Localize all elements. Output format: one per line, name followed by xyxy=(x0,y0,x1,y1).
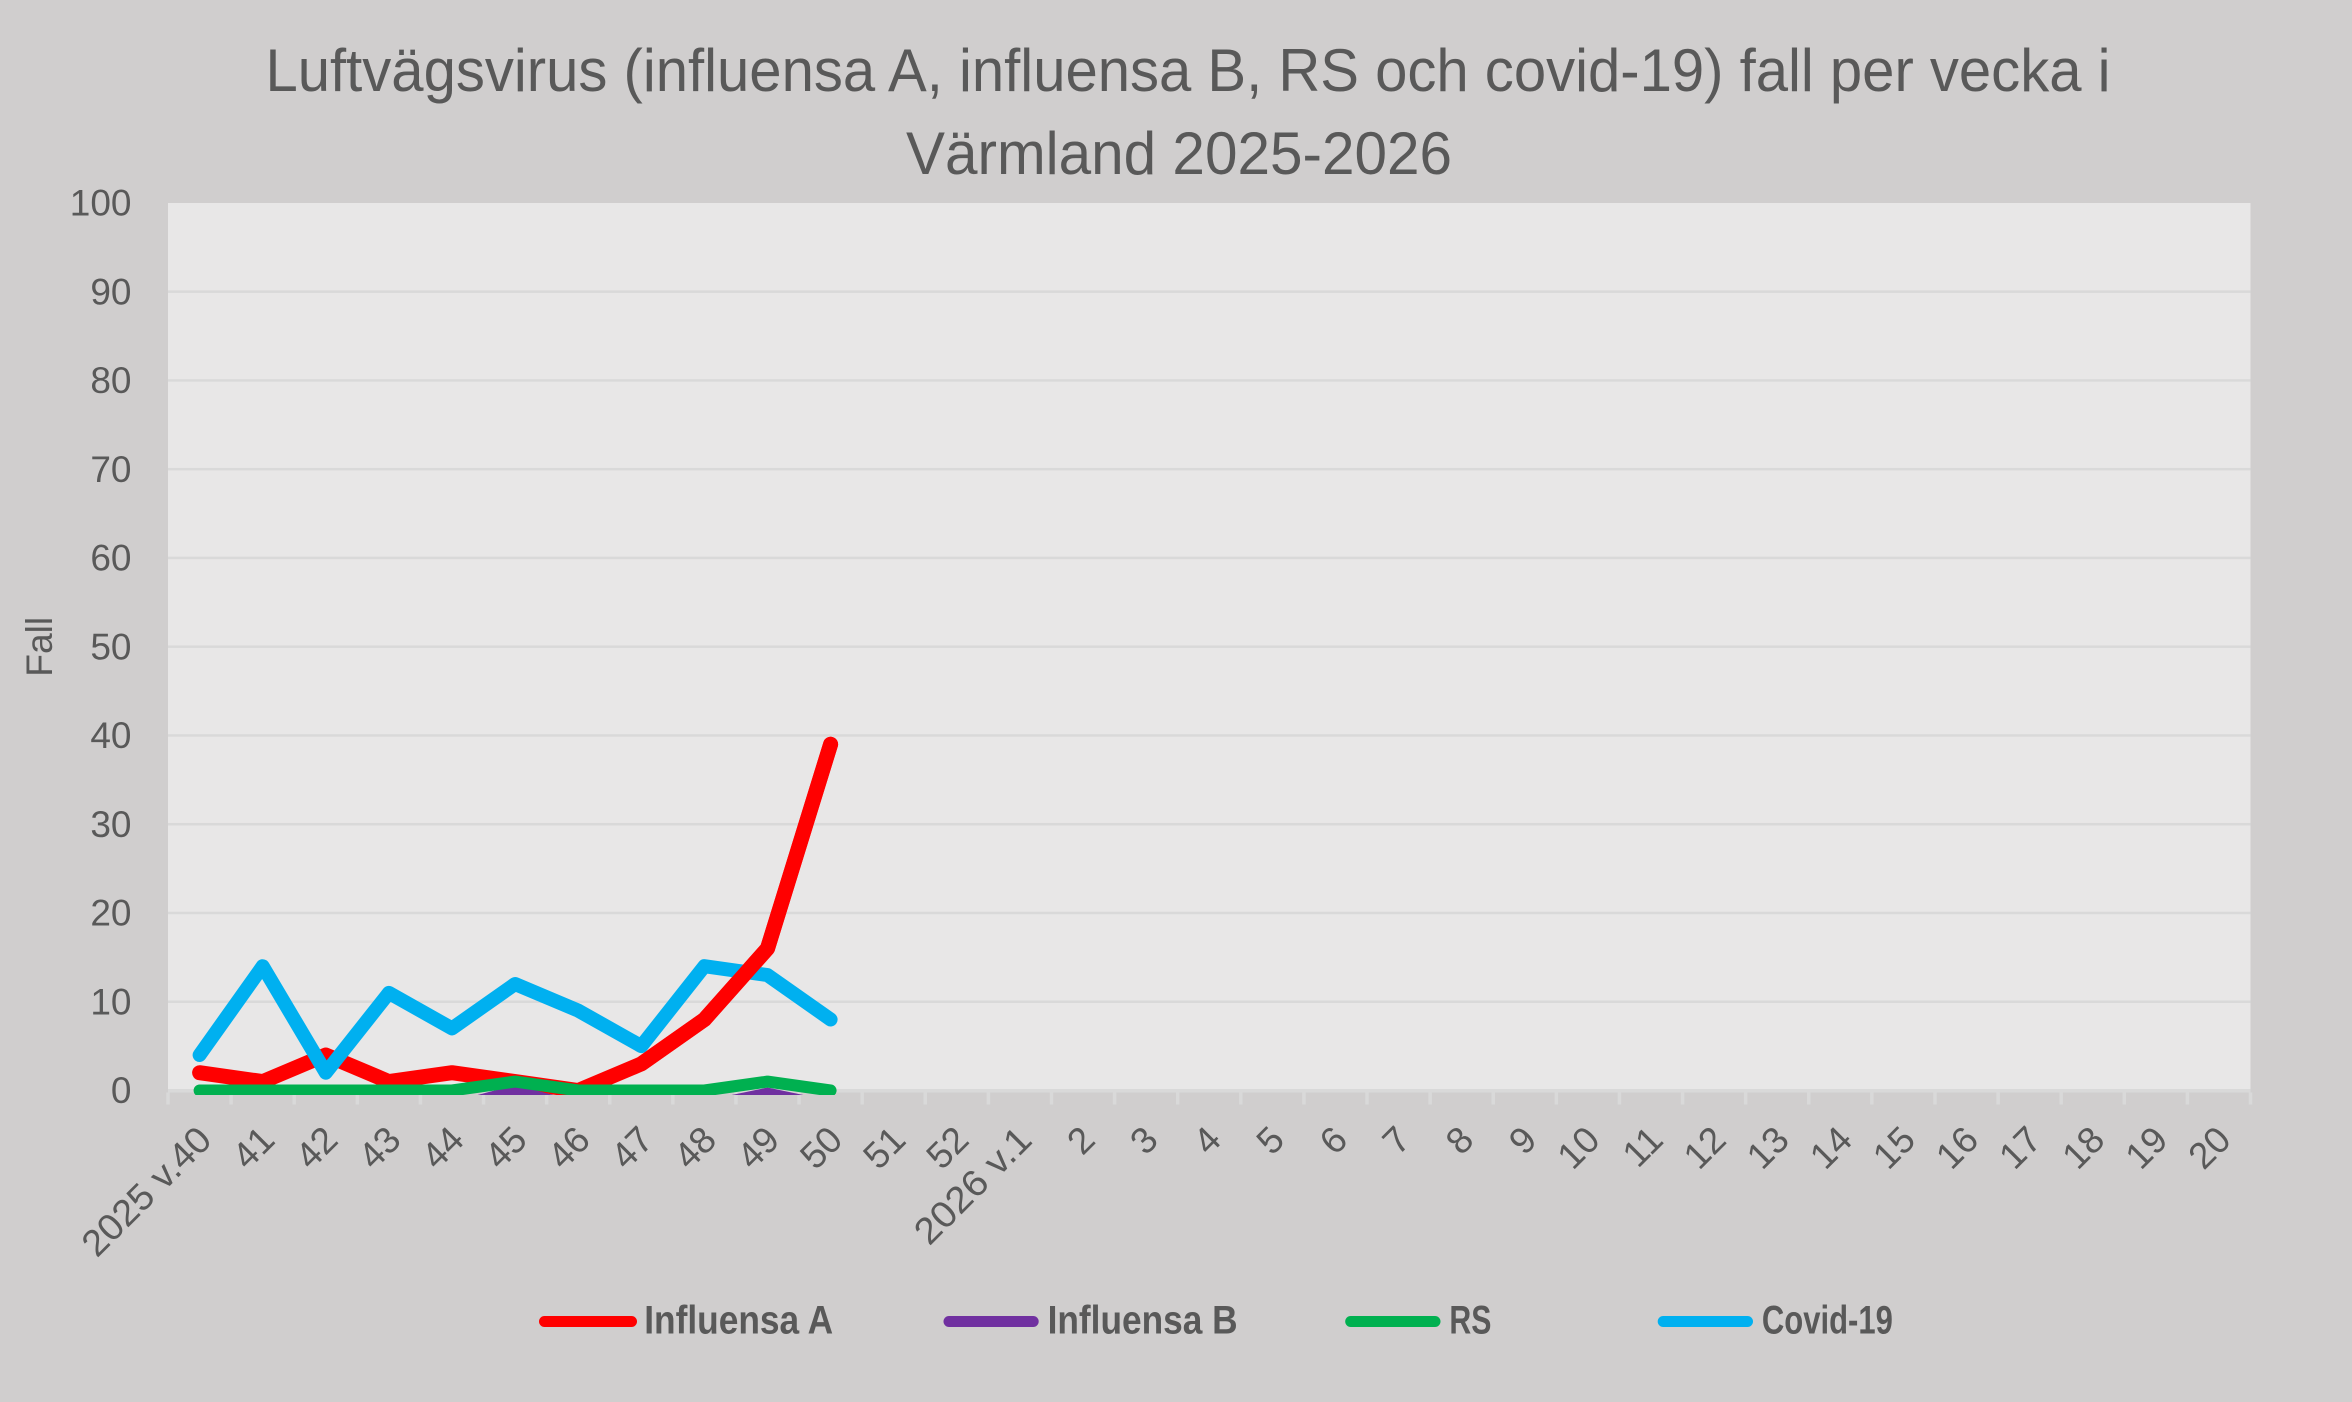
svg-text:100: 100 xyxy=(70,183,132,224)
svg-text:90: 90 xyxy=(90,271,131,312)
svg-text:80: 80 xyxy=(90,360,131,401)
svg-text:Luftvägsvirus (influensa A, in: Luftvägsvirus (influensa A, influensa B,… xyxy=(266,37,2111,104)
svg-text:0: 0 xyxy=(111,1070,132,1111)
svg-text:70: 70 xyxy=(90,449,131,490)
svg-text:40: 40 xyxy=(90,715,131,756)
svg-text:Värmland 2025-2026: Värmland 2025-2026 xyxy=(906,120,1452,187)
svg-text:10: 10 xyxy=(90,981,131,1022)
svg-text:30: 30 xyxy=(90,804,131,845)
svg-text:Covid-19: Covid-19 xyxy=(1762,1299,1893,1343)
svg-text:20: 20 xyxy=(90,893,131,934)
svg-text:RS: RS xyxy=(1449,1299,1491,1343)
svg-text:50: 50 xyxy=(90,626,131,667)
svg-text:60: 60 xyxy=(90,538,131,579)
svg-text:Influensa A: Influensa A xyxy=(644,1299,833,1343)
svg-text:Influensa B: Influensa B xyxy=(1048,1299,1238,1343)
svg-text:Fall: Fall xyxy=(19,617,60,677)
